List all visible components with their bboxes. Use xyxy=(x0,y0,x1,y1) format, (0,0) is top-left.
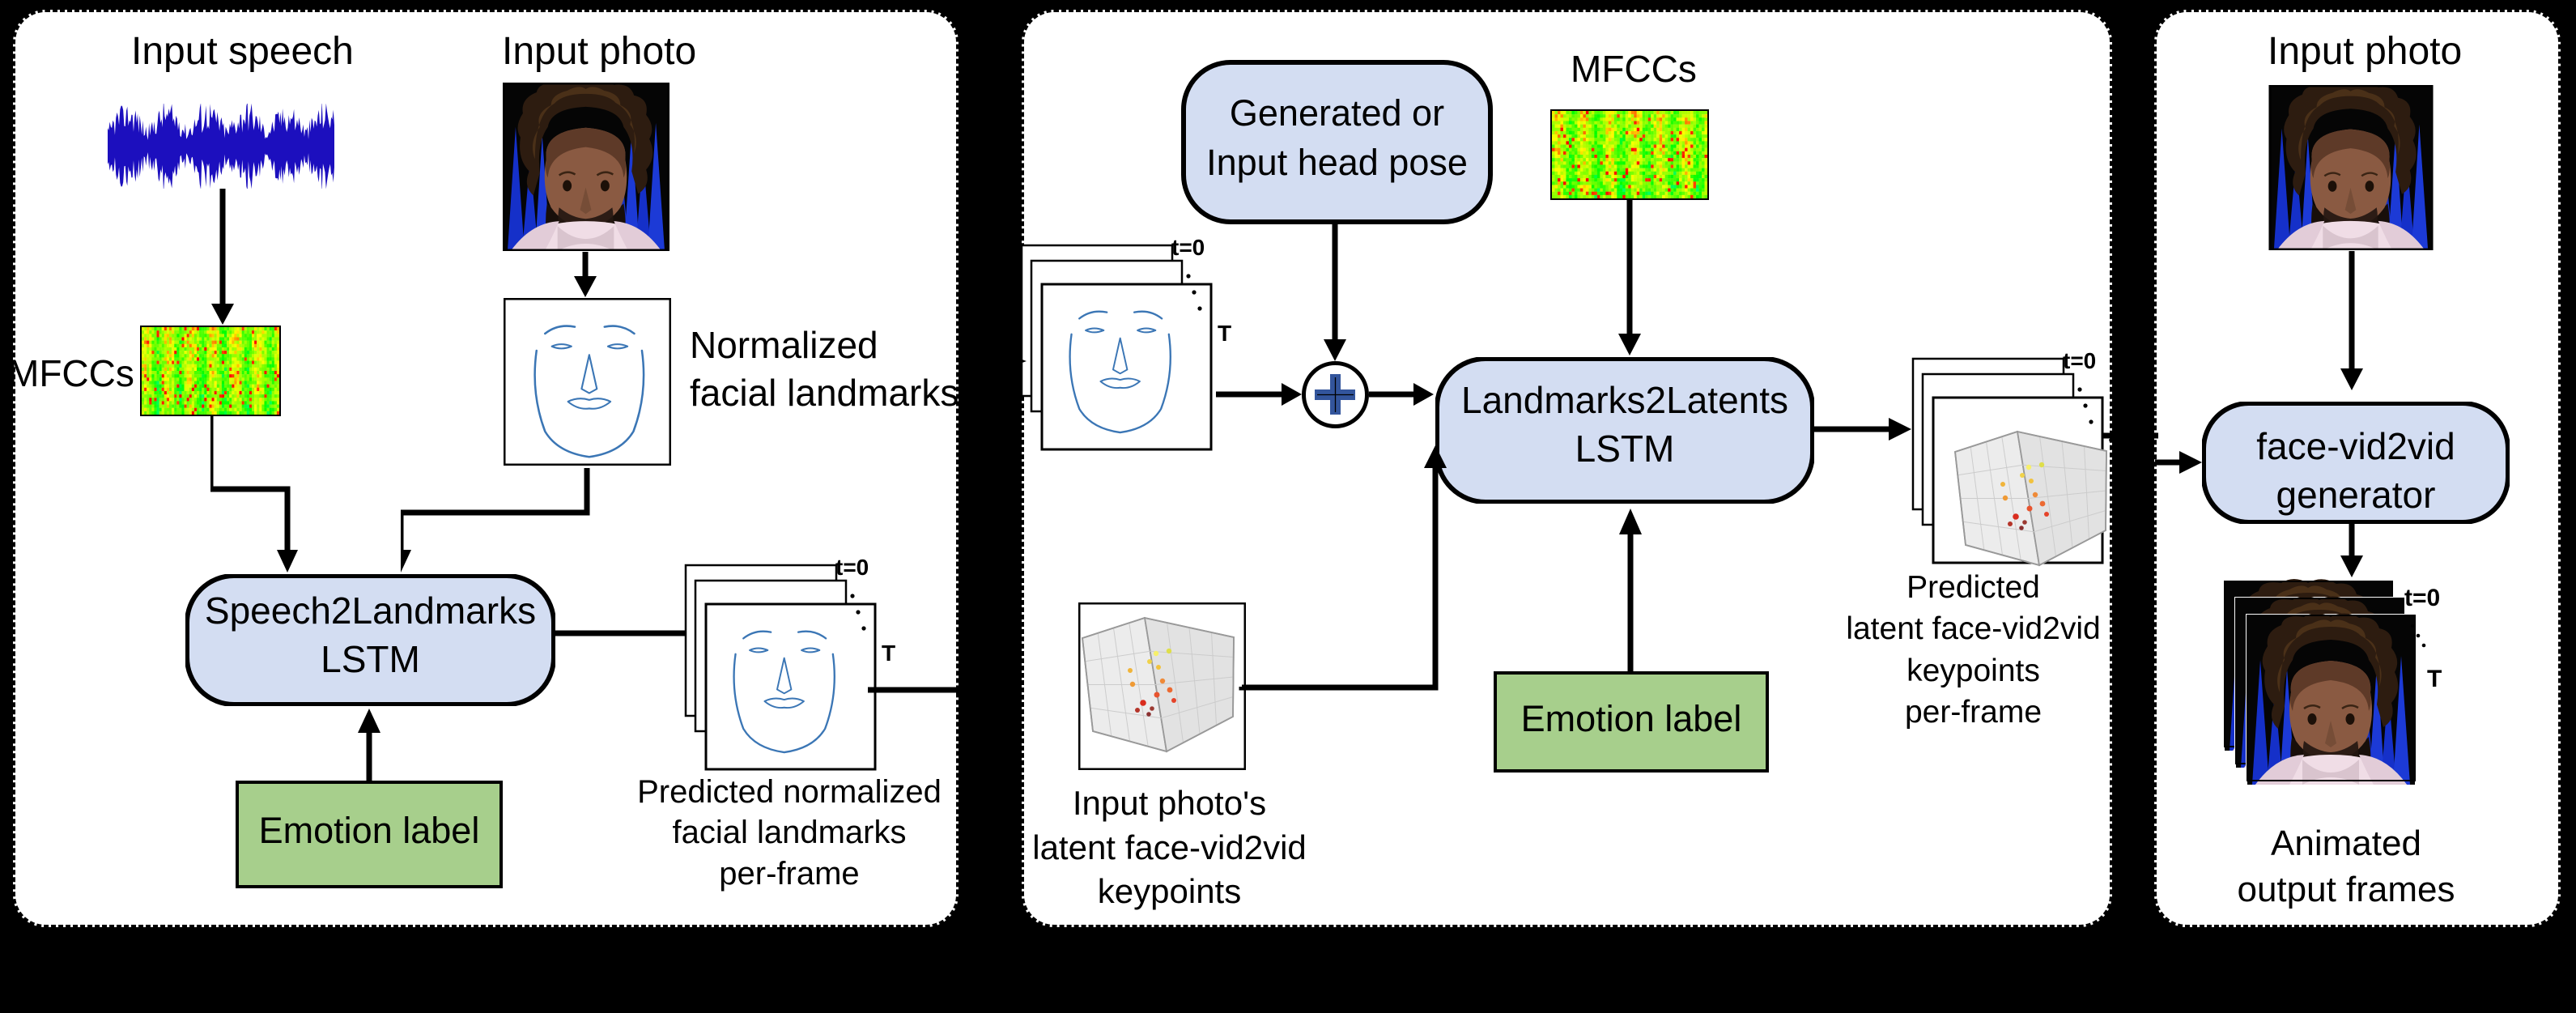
svg-text:T: T xyxy=(1218,321,1231,346)
svg-text:t=0: t=0 xyxy=(2404,585,2440,611)
svg-text:T: T xyxy=(882,641,895,666)
svg-text:t=0: t=0 xyxy=(1171,235,1205,260)
svg-text:t=0: t=0 xyxy=(835,555,869,580)
svg-text:T: T xyxy=(2427,666,2442,692)
svg-text:t=0: t=0 xyxy=(2063,348,2096,373)
